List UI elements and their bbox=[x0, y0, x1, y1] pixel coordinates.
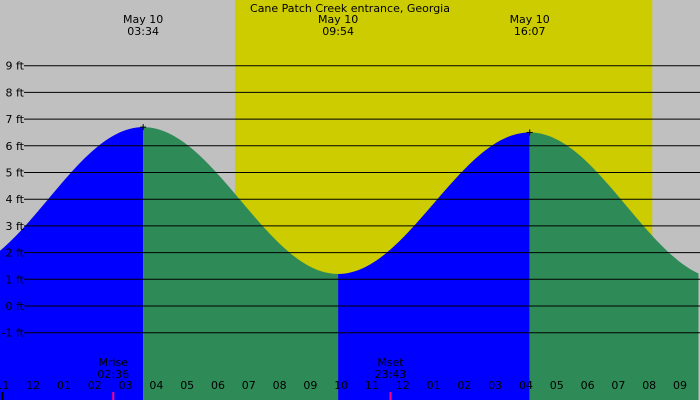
extreme-date-label: May 10 bbox=[123, 13, 163, 26]
y-tick-label: 4 ft bbox=[6, 193, 25, 206]
x-tick-label: 04 bbox=[519, 379, 533, 392]
moon-event-time: 02:36 bbox=[97, 368, 129, 381]
x-tick-label: 10 bbox=[334, 379, 348, 392]
rising-tide-area bbox=[0, 127, 144, 400]
moon-event-marker bbox=[389, 392, 392, 400]
y-tick-label: 8 ft bbox=[6, 86, 25, 99]
x-tick-label: 12 bbox=[396, 379, 410, 392]
gridline-layer bbox=[24, 65, 700, 334]
moon-event-label: Mset bbox=[377, 356, 404, 369]
y-tick-label: 3 ft bbox=[6, 220, 25, 233]
x-tick-label: 09 bbox=[673, 379, 687, 392]
falling-tide-area bbox=[143, 127, 339, 400]
extreme-time-label: 03:34 bbox=[127, 25, 159, 38]
x-axis-labels: 11 12 01 02 03 04 05 06 07 08 09 10 11 12 01 02 03 04 05 06… bbox=[0, 379, 687, 400]
x-tick-label: 01 bbox=[57, 379, 71, 392]
y-tick-label: 2 ft bbox=[6, 247, 25, 260]
y-axis-labels: -1 ft 0 ft 1 ft 2 ft 3 ft 4 ft 5 ft 6 ft 7 ft 8 f… bbox=[2, 60, 25, 340]
x-tick-label: 08 bbox=[642, 379, 656, 392]
x-tick-label: 05 bbox=[550, 379, 564, 392]
x-tick-label: 06 bbox=[581, 379, 595, 392]
chart-title: Cane Patch Creek entrance, Georgia bbox=[250, 2, 450, 15]
moon-event-marker bbox=[112, 392, 115, 400]
extreme-date-label: May 10 bbox=[510, 13, 550, 26]
x-tick-label: 12 bbox=[26, 379, 40, 392]
moon-event-time: 23:43 bbox=[375, 368, 407, 381]
x-tick-label: 11 bbox=[365, 379, 379, 392]
y-tick-label: 1 ft bbox=[6, 273, 25, 286]
y-tick-label: 0 ft bbox=[6, 300, 25, 313]
x-tick-label: 09 bbox=[303, 379, 317, 392]
x-tick-label: 02 bbox=[457, 379, 471, 392]
x-tick-label: 07 bbox=[242, 379, 256, 392]
x-tick-label: 04 bbox=[149, 379, 163, 392]
y-tick-label: 5 ft bbox=[6, 167, 25, 180]
y-tick-label: 7 ft bbox=[6, 113, 25, 126]
x-tick-label: 03 bbox=[119, 379, 133, 392]
extreme-date-label: May 10 bbox=[318, 13, 358, 26]
moon-event-label: Mrise bbox=[98, 356, 128, 369]
event-tick-marker bbox=[1, 392, 4, 400]
y-tick-label: 6 ft bbox=[6, 140, 25, 153]
x-tick-label: 03 bbox=[488, 379, 502, 392]
extreme-time-label: 09:54 bbox=[322, 25, 354, 38]
x-tick-label: 05 bbox=[180, 379, 194, 392]
extreme-time-label: 16:07 bbox=[514, 25, 546, 38]
x-tick-label: 07 bbox=[611, 379, 625, 392]
x-tick-label: 01 bbox=[427, 379, 441, 392]
x-tick-label: 11 bbox=[0, 379, 9, 392]
y-tick-label: 9 ft bbox=[6, 60, 25, 73]
x-tick-label: 06 bbox=[211, 379, 225, 392]
y-tick-label: -1 ft bbox=[2, 327, 25, 340]
x-tick-label: 02 bbox=[88, 379, 102, 392]
x-tick-label: 08 bbox=[273, 379, 287, 392]
